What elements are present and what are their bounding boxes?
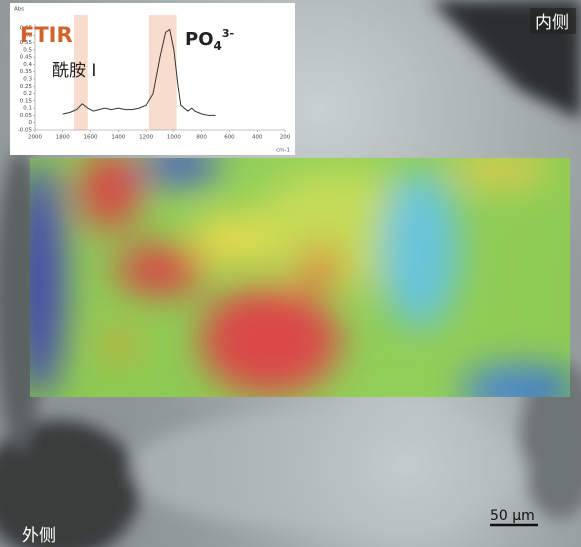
y-tick-label: 0.15 xyxy=(20,98,33,104)
x-tick-label: 2000 xyxy=(28,135,42,141)
x-tick-label: 1800 xyxy=(56,135,70,141)
x-axis-label: cm-1 xyxy=(276,148,290,154)
y-tick-label: 0.25 xyxy=(20,84,33,90)
x-tick-label: 1400 xyxy=(111,135,125,141)
y-tick-label: 0.05 xyxy=(20,113,33,119)
x-tick-label: 400 xyxy=(252,135,263,141)
phosphate-sup: 3- xyxy=(222,27,234,40)
phosphate-sub: 4 xyxy=(214,39,222,53)
x-tick-label: 1000 xyxy=(167,135,181,141)
scale-bar-label: 50 μm xyxy=(490,508,535,524)
amide-label: 酰胺 I xyxy=(52,61,96,81)
y-tick-label: -0.05 xyxy=(18,128,33,134)
highlight-band xyxy=(149,15,177,130)
y-tick-label: 0.4 xyxy=(23,62,32,68)
y-axis-label: Abs xyxy=(14,7,24,13)
heatmap xyxy=(15,145,580,415)
figure: 0.650.60.550.50.450.40.350.30.250.20.150… xyxy=(0,0,581,547)
y-tick-label: 0.2 xyxy=(23,91,32,97)
x-tick-label: 800 xyxy=(196,135,207,141)
y-tick-label: 0.3 xyxy=(23,77,32,83)
x-tick-label: 1200 xyxy=(139,135,153,141)
y-tick-label: 0.35 xyxy=(20,69,33,75)
chart-title: FTIR xyxy=(20,23,73,47)
x-tick-label: 200 xyxy=(280,135,291,141)
x-tick-label: 600 xyxy=(224,135,235,141)
outer-label: 外侧 xyxy=(22,526,56,546)
y-tick-label: 0 xyxy=(29,120,33,126)
y-tick-label: 0.5 xyxy=(23,47,32,53)
inner-label: 内侧 xyxy=(535,13,569,33)
y-tick-label: 0.45 xyxy=(20,55,33,61)
x-tick-label: 1600 xyxy=(84,135,98,141)
y-tick-label: 0.1 xyxy=(23,106,32,112)
phosphate-base: PO xyxy=(185,29,214,50)
